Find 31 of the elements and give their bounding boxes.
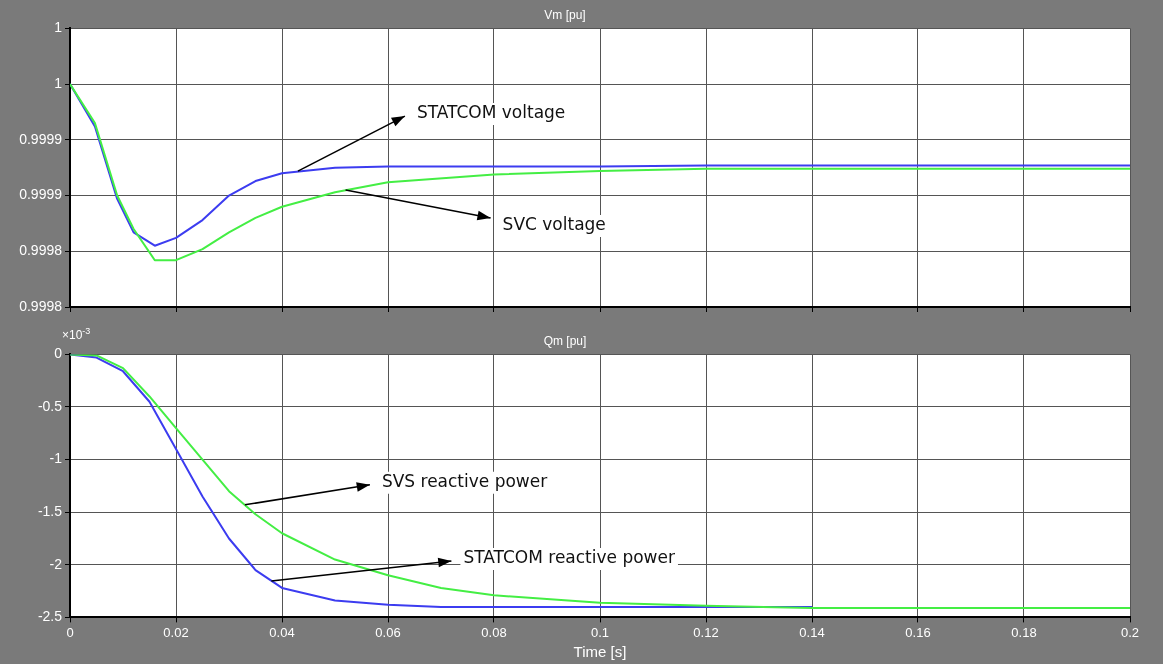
x-tick-label: 0.18	[1011, 624, 1037, 640]
y-tick-label: -1	[49, 450, 63, 467]
y-tick-label: 0.9999	[19, 130, 63, 147]
x-tick-label: 0	[66, 624, 74, 640]
chart-title: Qm [pu]	[543, 333, 587, 348]
x-tick-label: 0.12	[693, 624, 719, 640]
annotation: STATCOM voltage	[416, 102, 566, 123]
y-tick-label: 1	[54, 74, 63, 91]
y-tick-label: 0	[54, 345, 63, 362]
annotation: SVS reactive power	[381, 471, 548, 492]
text: ×10$^{-3}$	[62, 326, 91, 342]
x-tick-label: 0.2	[1120, 624, 1140, 640]
x-tick-label: 0.02	[163, 624, 189, 640]
y-tick-label: 0.9999	[19, 186, 63, 203]
x-axis-title: Time [s]	[573, 643, 627, 661]
y-tick-label: 0.9998	[19, 297, 63, 314]
y-tick-label: -0.5	[37, 397, 63, 414]
y-tick-label: -2.5	[37, 608, 63, 625]
annotation: STATCOM reactive power	[463, 547, 675, 568]
x-tick-label: 0.16	[905, 624, 931, 640]
x-tick-label: 0.04	[269, 624, 295, 640]
annotation: SVC voltage	[502, 214, 606, 235]
y-tick-label: -1.5	[37, 503, 63, 520]
x-tick-label: 0.06	[375, 624, 401, 640]
x-tick-label: 0.14	[799, 624, 825, 640]
y-tick-label: 1	[54, 19, 63, 36]
y-tick-label: 0.9998	[19, 242, 63, 259]
x-tick-label: 0.08	[481, 624, 507, 640]
x-tick-label: 0.1	[590, 624, 610, 640]
chart-title: Vm [pu]	[544, 7, 586, 22]
y-tick-label: -2	[49, 555, 63, 572]
